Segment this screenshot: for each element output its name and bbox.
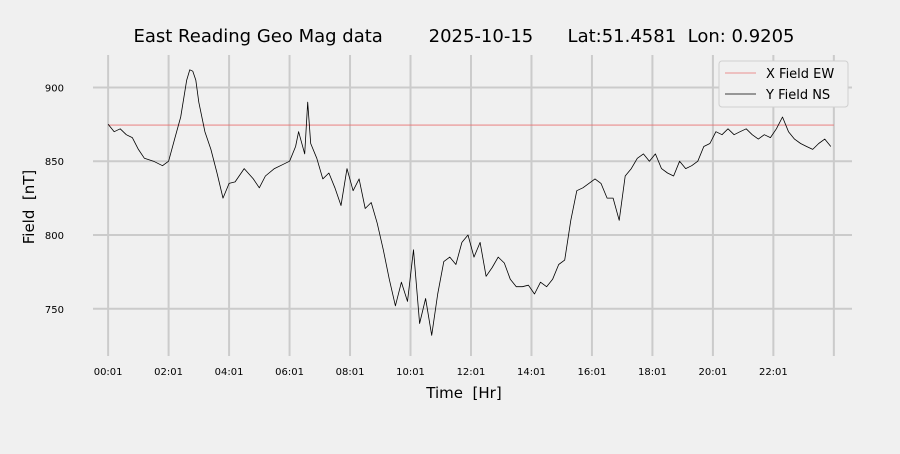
y-tick-label: 900 [45, 83, 64, 94]
x-tick-label: 16:01 [578, 367, 607, 378]
x-tick-label: 22:01 [759, 367, 788, 378]
y-tick-label: 850 [45, 157, 64, 168]
y-axis-label: Field [nT] [20, 170, 38, 245]
x-tick-label: 06:01 [275, 367, 304, 378]
tick-labels: 00:01 02:01 04:01 06:01 08:01 10:01 12:01 14:01… [45, 83, 788, 378]
legend-label-y-field: Y Field NS [765, 88, 830, 103]
legend: X Field EW Y Field NS [718, 60, 849, 108]
x-tick-label: 10:01 [396, 367, 425, 378]
legend-label-x-field: X Field EW [766, 67, 834, 82]
x-tick-label: 02:01 [154, 367, 183, 378]
x-tick-label: 12:01 [457, 367, 486, 378]
x-tick-label: 04:01 [215, 367, 244, 378]
series-line-y-field-ns [107, 69, 832, 336]
x-axis-label: Time [Hr] [425, 384, 501, 402]
x-tick-label: 18:01 [638, 367, 667, 378]
chart-title: East Reading Geo Mag data 2025-10-15 Lat… [133, 26, 794, 47]
x-tick-label: 14:01 [517, 367, 546, 378]
y-tick-label: 800 [45, 231, 64, 242]
x-tick-label: 08:01 [336, 367, 365, 378]
x-tick-label: 00:01 [94, 367, 123, 378]
y-tick-label: 750 [45, 305, 64, 316]
series-layer [107, 69, 834, 336]
x-tick-label: 20:01 [698, 367, 727, 378]
legend-box [718, 60, 849, 108]
